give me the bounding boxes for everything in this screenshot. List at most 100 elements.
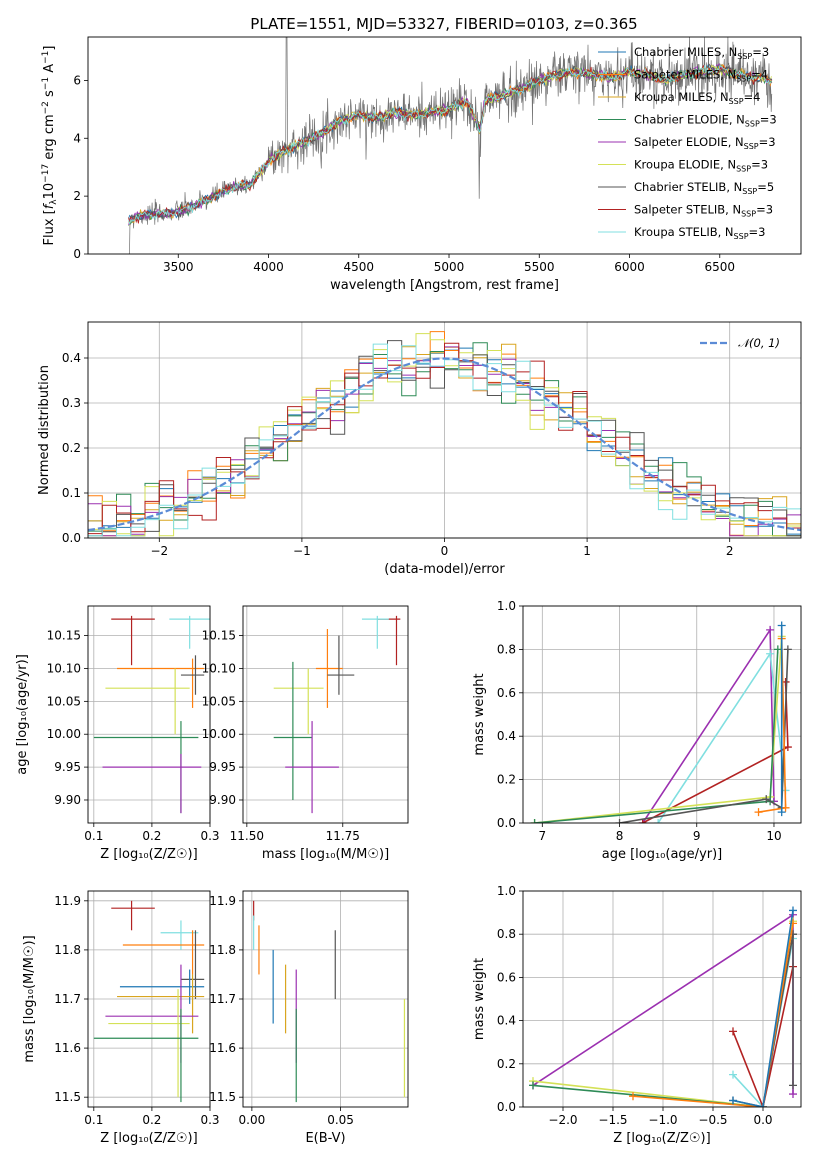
y-tick-label: 11.9 bbox=[209, 894, 236, 908]
x-tick-label: 1 bbox=[583, 544, 591, 558]
axes-frame bbox=[87, 36, 802, 255]
y-axis-label: age [log₁₀(age/yr)] bbox=[15, 654, 30, 775]
plus-marker bbox=[759, 1103, 767, 1107]
mass-weight-line bbox=[642, 627, 775, 823]
plot-area bbox=[93, 900, 205, 1103]
plus-marker bbox=[615, 819, 624, 823]
x-tick-label: 0.2 bbox=[142, 829, 161, 843]
legend-label: Kroupa ELODIE, NSSP=3 bbox=[634, 158, 768, 174]
y-tick-label: 0.4 bbox=[497, 729, 516, 743]
x-axis-label: Z [log₁₀(Z/Z☉)] bbox=[100, 1131, 197, 1146]
y-tick-label: 6 bbox=[73, 73, 81, 87]
y-tick-label: 11.8 bbox=[54, 943, 81, 957]
legend-label: Chabrier ELODIE, NSSP=3 bbox=[634, 113, 777, 129]
axes-frame bbox=[87, 321, 802, 539]
y-tick-label: 0.8 bbox=[497, 642, 516, 656]
y-tick-label: 0.6 bbox=[497, 686, 516, 700]
y-tick-label: 10.10 bbox=[202, 661, 236, 675]
axes-frame bbox=[522, 890, 802, 1108]
figure-title: PLATE=1551, MJD=53327, FIBERID=0103, z=0… bbox=[250, 15, 637, 33]
legend-label: Salpeter STELIB, NSSP=3 bbox=[634, 203, 773, 219]
x-tick-label: 11.50 bbox=[230, 829, 264, 843]
x-tick-label: 2 bbox=[726, 544, 734, 558]
y-tick-label: 0.0 bbox=[62, 531, 81, 545]
y-tick-label: 0.6 bbox=[497, 970, 516, 984]
x-tick-label: 0.05 bbox=[327, 1113, 354, 1127]
y-tick-label: 0 bbox=[73, 247, 81, 261]
axes-frame bbox=[87, 605, 211, 824]
plot-area bbox=[530, 621, 792, 823]
plus-marker bbox=[777, 621, 786, 630]
x-tick-label: −2.0 bbox=[548, 1113, 577, 1127]
plus-marker bbox=[777, 808, 786, 817]
plus-marker bbox=[629, 1092, 637, 1101]
plot-area bbox=[128, 37, 773, 254]
x-axis-label: mass [log₁₀(M/M☉)] bbox=[262, 847, 389, 862]
x-axis-label: E(B-V) bbox=[305, 1131, 345, 1146]
y-tick-label: 0.2 bbox=[62, 441, 81, 455]
x-tick-label: 7 bbox=[538, 829, 546, 843]
plus-marker bbox=[783, 645, 792, 654]
x-tick-label: 11.75 bbox=[326, 829, 360, 843]
y-tick-label: 11.5 bbox=[209, 1090, 236, 1104]
x-tick-label: −0.5 bbox=[698, 1113, 727, 1127]
legend-label: Chabrier STELIB, NSSP=5 bbox=[634, 180, 774, 196]
mass-weight-line bbox=[732, 910, 794, 1107]
model-line bbox=[128, 63, 773, 220]
y-axis-label: mass weight bbox=[472, 958, 487, 1040]
y-tick-label: 11.8 bbox=[209, 943, 236, 957]
x-tick-label: 10 bbox=[766, 829, 781, 843]
y-tick-label: 0.4 bbox=[497, 1014, 516, 1028]
x-axis-label: Z [log₁₀(Z/Z☉)] bbox=[613, 1131, 710, 1146]
x-tick-label: 8 bbox=[616, 829, 624, 843]
plus-marker bbox=[766, 625, 775, 634]
x-tick-label: 9 bbox=[693, 829, 701, 843]
plots-layer: 3500 4000 4500 5000 5500 6000 6500 0 2 4 6 waveleng… bbox=[15, 36, 802, 1146]
y-tick-label: 0.2 bbox=[497, 1057, 516, 1071]
plus-marker bbox=[781, 803, 790, 812]
axes-frame bbox=[242, 890, 409, 1108]
histogram-series bbox=[88, 342, 801, 538]
legend-label: Kroupa STELIB, NSSP=3 bbox=[634, 225, 765, 241]
plus-marker bbox=[783, 743, 792, 752]
plus-marker bbox=[773, 645, 782, 654]
plus-marker bbox=[729, 1027, 737, 1036]
plus-marker bbox=[789, 906, 797, 915]
panel-0: 3500 4000 4500 5000 5500 6000 6500 0 2 4 6 waveleng… bbox=[41, 36, 802, 293]
plus-marker bbox=[766, 649, 775, 658]
panel-1: −2 −1 0 1 2 0.0 0.1 0.2 0.3 0.4 (data-model)/error… bbox=[37, 321, 802, 577]
panel-7: −2.0 −1.5 −1.0 −0.5 0.0 0.0 0.2 0.4 0.6 0.8 1.0 Z [… bbox=[472, 884, 802, 1146]
panel-4: 7 8 9 10 0.0 0.2 0.4 0.6 0.8 1.0 age [log₁₀(age/yr… bbox=[472, 599, 802, 862]
x-tick-label: 3500 bbox=[163, 260, 194, 274]
x-tick-label: 0.3 bbox=[200, 1113, 219, 1127]
x-tick-label: 0.1 bbox=[84, 1113, 103, 1127]
panel-5: 0.1 0.2 0.3 11.5 11.6 11.7 11.8 11.9 Z [log₁₀(Z/… bbox=[22, 890, 220, 1146]
x-tick-label: 6000 bbox=[614, 260, 645, 274]
y-tick-label: 11.5 bbox=[54, 1090, 81, 1104]
x-axis-label: Z [log₁₀(Z/Z☉)] bbox=[100, 847, 197, 862]
mass-weight-line bbox=[732, 966, 794, 1107]
x-axis-label: wavelength [Angstrom, rest frame] bbox=[330, 278, 559, 293]
y-axis-label: Normed distribution bbox=[37, 365, 52, 495]
y-tick-label: 4 bbox=[73, 131, 81, 145]
y-tick-label: 10.00 bbox=[202, 727, 236, 741]
panel-6: 0.00 0.05 11.5 11.6 11.7 11.8 11.9 E(B-V) bbox=[209, 890, 409, 1146]
plus-marker bbox=[729, 1096, 737, 1105]
x-tick-label: 4000 bbox=[253, 260, 284, 274]
y-tick-label: 11.6 bbox=[209, 1041, 236, 1055]
axes-frame bbox=[242, 605, 409, 824]
legend-label: Chabrier MILES, NSSP=3 bbox=[634, 45, 769, 61]
x-tick-label: −1.5 bbox=[598, 1113, 627, 1127]
y-tick-label: 0.4 bbox=[62, 351, 81, 365]
y-tick-label: 9.95 bbox=[54, 760, 81, 774]
y-tick-label: 9.90 bbox=[54, 793, 81, 807]
y-tick-label: 10.00 bbox=[47, 727, 81, 741]
legend-label: Kroupa MILES, NSSP=4 bbox=[634, 90, 760, 106]
mass-weight-line bbox=[534, 636, 783, 823]
plot-area bbox=[529, 906, 797, 1107]
y-axis-label: mass weight bbox=[472, 673, 487, 755]
y-tick-label: 10.05 bbox=[47, 694, 81, 708]
y-axis-label: mass [log₁₀(M/M☉)] bbox=[22, 935, 37, 1062]
mass-weight-line bbox=[619, 649, 789, 823]
